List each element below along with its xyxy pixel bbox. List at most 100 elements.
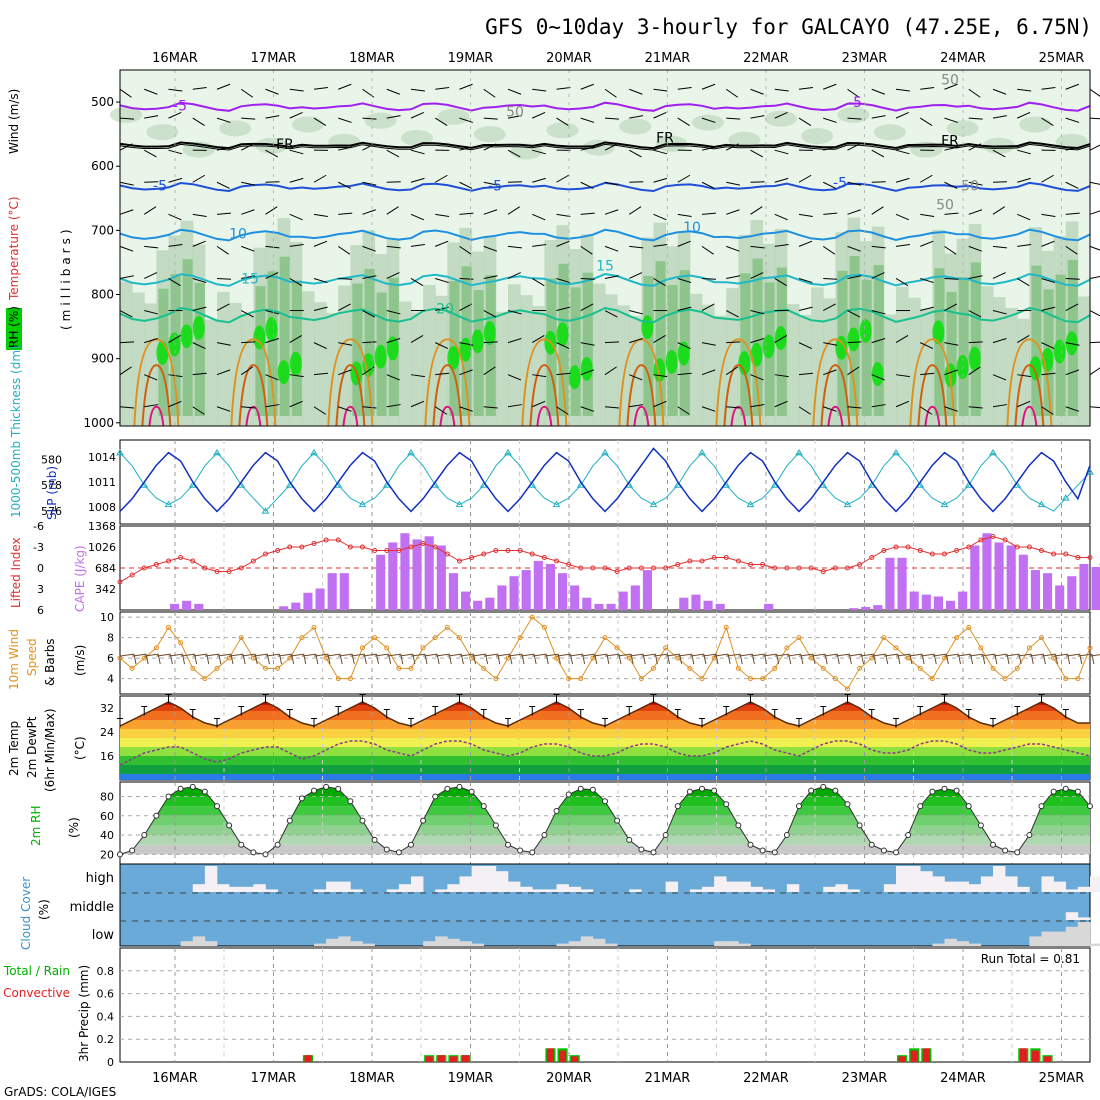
cloud-bar-high [483, 866, 497, 892]
wind-barb [216, 83, 231, 90]
cloud-bar-high [1077, 886, 1091, 892]
wind-barb [241, 181, 256, 186]
cape-bar [1043, 573, 1053, 610]
rh-band [120, 806, 1090, 816]
wind10-point [1026, 645, 1032, 651]
cape-bar [461, 591, 471, 610]
wind10-barb [1065, 653, 1080, 657]
rh2m-point [456, 783, 463, 790]
pressure-tick-label: 1000 [83, 416, 114, 430]
cloud-bar-low [726, 941, 739, 946]
date-label-bottom: 22MAR [743, 1071, 789, 1086]
wind-barb [798, 174, 812, 183]
contour-30c [141, 364, 172, 427]
wind-barb [871, 374, 885, 381]
thickness-point [407, 448, 415, 456]
wind-barb [653, 278, 666, 287]
wind-barb [362, 117, 377, 120]
upper-panel-frame [119, 69, 1091, 427]
cape-bar [448, 573, 458, 610]
wind-barb [774, 334, 788, 344]
rh-shade-bright [192, 315, 205, 340]
wind-barb [313, 277, 328, 284]
wind10-point [493, 676, 499, 682]
wind10-barb [544, 653, 559, 657]
rh2m-point [201, 788, 208, 795]
wind-barb [483, 117, 498, 120]
wind10-barb [253, 653, 268, 657]
lifted-index-point [1051, 551, 1057, 557]
wind-barb [410, 243, 425, 247]
wind-barb [1017, 177, 1031, 183]
wind-barb [192, 87, 207, 90]
wind-barb [750, 149, 763, 158]
date-label-top: 25MAR [1039, 51, 1085, 66]
wind-barb [483, 143, 497, 151]
wind-barb [119, 181, 134, 186]
wind10-point [347, 676, 353, 682]
cloud-ylabel: Cloud Cover [19, 877, 33, 950]
wind-barb [265, 338, 280, 344]
cloud-bar-high [241, 886, 254, 892]
wind-barb [629, 374, 643, 381]
pressure-axis: 500 600 700 800 900 1000 [83, 70, 1062, 430]
wind-barb [241, 117, 256, 120]
rh2m-point [783, 832, 790, 839]
wind-barb [386, 374, 400, 381]
wind10-point [626, 655, 632, 661]
contour-label: -5 [833, 175, 847, 191]
thickness-point [504, 448, 512, 456]
date-label-top: 22MAR [743, 51, 789, 66]
wind-barb [265, 115, 280, 119]
lifted-index-point [638, 565, 644, 571]
wind10-barb [847, 653, 862, 657]
wind10-point [663, 645, 669, 651]
wind-barb [992, 88, 1007, 95]
rh-shade-dark [1031, 265, 1042, 416]
lifted-index-point [602, 565, 608, 571]
wind-barb [580, 181, 594, 189]
wind-barb [653, 111, 667, 119]
rh-shade-bright [580, 356, 593, 381]
wind10-barb [968, 653, 983, 657]
wind-barb [338, 369, 352, 376]
wind-barb [532, 400, 546, 408]
wind-barb [410, 177, 425, 183]
cape-bar [376, 554, 386, 610]
precip-ylabel-unit: 3hr Precip (mm) [77, 965, 91, 1062]
wind-barb [653, 177, 668, 183]
wind-barb [774, 243, 789, 247]
wind10-barb [326, 653, 341, 657]
temp2m-ylabel-line3: (6hr Min/Max) [43, 709, 57, 793]
temp2m-marks [117, 694, 1091, 780]
rh-shade-bright [556, 322, 569, 347]
rh-shade-bright [859, 319, 872, 344]
rh-shade-mid [338, 285, 351, 426]
rh-shade-bright [568, 365, 581, 390]
wind-barb [677, 342, 691, 349]
rh-shade-bright [265, 317, 278, 342]
wind-barb [144, 338, 158, 344]
rh2m-point [808, 787, 815, 794]
rh-shade-dark [485, 275, 496, 416]
cloud-bar-high [229, 886, 242, 892]
rh-shade-upper [146, 124, 179, 141]
contour-25c [715, 338, 762, 427]
wind-barb [823, 146, 838, 151]
lifted-index-point [166, 558, 171, 564]
rh-shade-mid [920, 308, 933, 426]
cape-bar [473, 600, 483, 610]
cape-bar [933, 596, 943, 610]
cloud-bar-low [204, 941, 218, 946]
wind10-barb [774, 653, 789, 657]
lifted-index-point [796, 565, 802, 571]
contour-label: 10 [683, 220, 701, 236]
cape-bar [921, 594, 931, 610]
contour-label: FR [656, 130, 674, 146]
rh-shade-bright [738, 351, 751, 376]
cloud-bar-low [944, 938, 957, 946]
precip-conv-bar [304, 1055, 312, 1062]
rh-shade-upper [546, 122, 579, 139]
cloud-bar-high [762, 889, 776, 892]
cloud-bar-high [738, 881, 751, 892]
